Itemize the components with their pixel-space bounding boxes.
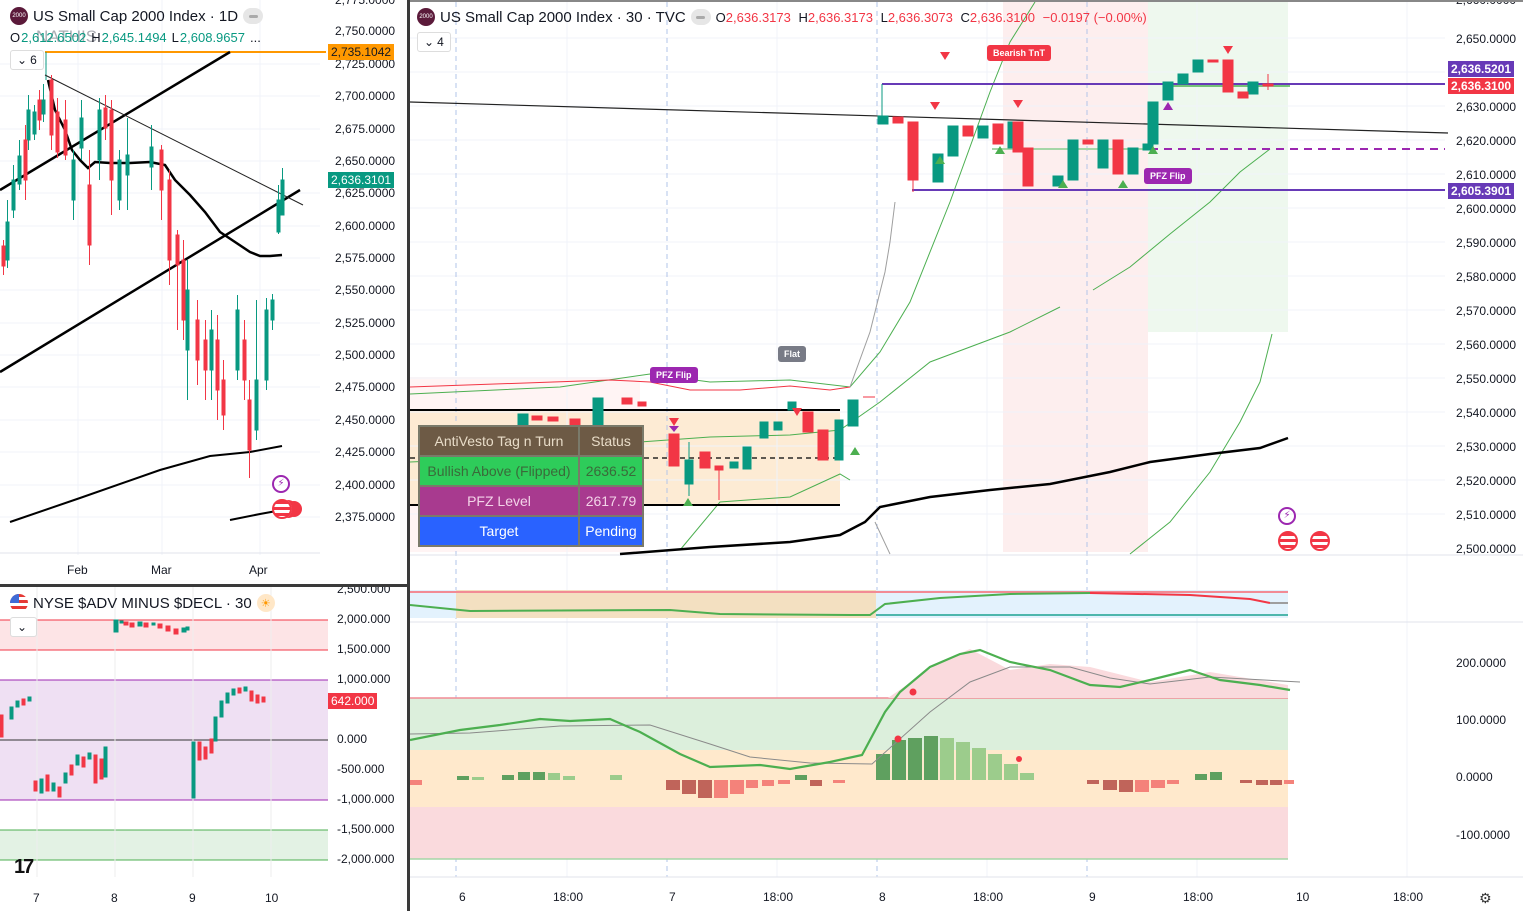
breadth-legend: NYSE $ADV MINUS $DECL · 30 ☀ [10,594,275,612]
dividend-event-icon[interactable]: ⚡ [1278,507,1296,525]
daily-title[interactable]: US Small Cap 2000 Index · 1D [33,7,239,25]
daily-legend: 2000 US Small Cap 2000 Index · 1D [10,7,264,25]
table-header-cell: AntiVesto Tag n Turn [418,425,580,457]
daily-candles [1,75,285,478]
pane-separator-horizontal[interactable] [0,584,407,587]
table-row: Target Pending [418,515,644,547]
main-indicators-collapse-button[interactable]: ⌄ 4 [417,32,451,52]
us-flag-icon [10,594,28,612]
pfz-flip-badge: PFZ Flip [650,367,698,383]
more-ohlc[interactable]: ... [249,30,261,45]
visibility-toggle-icon[interactable] [690,9,711,25]
main-top-border [410,0,1523,2]
breadth-collapse-button[interactable]: ⌄ [10,617,37,637]
breadth-chart-canvas[interactable] [0,587,407,911]
breadth-chart-pane[interactable]: NYSE $ADV MINUS $DECL · 30 ☀ ⌄ 2,500.000… [0,587,407,911]
daily-open: 2,612.6502 [21,30,87,45]
economic-event-icon[interactable] [1278,531,1298,551]
main-change: −0.0197 (−0.00%) [1042,9,1147,25]
visibility-toggle-icon[interactable] [243,8,264,24]
indicators-collapse-button[interactable]: ⌄ 6 [10,50,44,70]
lower-level-tag: 2,605.3901 [1448,183,1515,199]
main-last-price-tag: 2,636.3100 [1448,78,1515,94]
table-header-row: AntiVesto Tag n Turn Status [418,425,644,457]
table-row: Bullish Above (Flipped) 2636.52 [418,455,644,487]
chevron-down-icon: ⌄ [17,620,28,634]
economic-event-icon[interactable] [272,499,292,519]
symbol-logo-icon: 2000 [10,7,28,25]
sun-icon: ☀ [256,594,275,612]
symbol-logo-icon: 2000 [417,8,435,26]
economic-event-icon[interactable] [1310,531,1330,551]
daily-ohlc: O 2,612.6502 H 2,645.1494 L 2,608.9657 ... [10,30,261,45]
ath-price-tag: 2,735.1042 [328,44,395,60]
daily-watermark: NATHIS [36,27,98,46]
daily-low: 2,608.9657 [179,30,245,45]
daily-last-price-tag: 2,636.3101 [328,172,395,188]
pfz-flip-badge: PFZ Flip [1144,168,1192,184]
tradingview-logo[interactable]: 17 [14,856,34,878]
table-header-cell: Status [578,425,644,457]
main-title[interactable]: US Small Cap 2000 Index · 30 · TVC [440,8,686,26]
antivesto-status-table: AntiVesto Tag n Turn Status Bullish Abov… [418,425,644,547]
table-row: PFZ Level 2617.79 [418,485,644,517]
daily-chart-pane[interactable]: NATHIS 2000 US Small Cap 2000 Index · 1D… [0,0,407,584]
flat-badge: Flat [778,346,807,362]
breadth-last-tag: 642.000 [328,693,378,709]
main-ohlc: O2,636.3173 H2,636.3173 L2,636.3073 C2,6… [715,9,1147,25]
breadth-title[interactable]: NYSE $ADV MINUS $DECL · 30 [33,594,252,612]
chart-settings-gear-icon[interactable]: ⚙ [1479,890,1492,906]
oscillator-histogram [410,736,1294,798]
daily-high: 2,645.1494 [101,30,167,45]
bearish-tnt-badge: Bearish TnT [987,45,1052,61]
pane-separator-vertical[interactable] [407,0,410,911]
chevron-down-icon: ⌄ [17,53,28,67]
dividend-event-icon[interactable]: ⚡ [272,475,290,493]
main-legend: 2000 US Small Cap 2000 Index · 30 · TVC … [417,8,1147,26]
daily-chart-canvas[interactable] [0,0,407,584]
chevron-down-icon: ⌄ [424,35,435,49]
upper-level-tag: 2,636.5201 [1448,61,1515,77]
